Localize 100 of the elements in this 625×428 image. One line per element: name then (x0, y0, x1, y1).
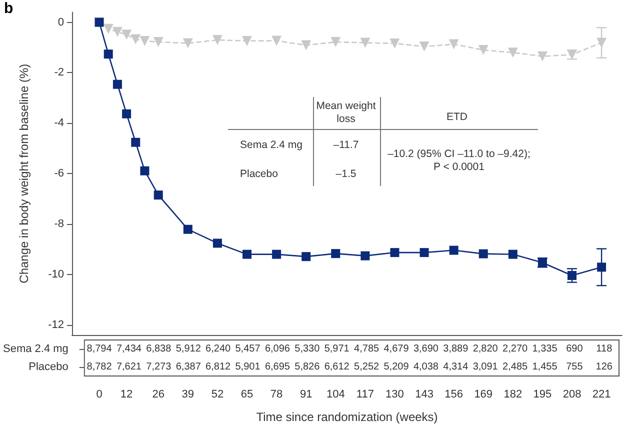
x-tick-label: 91 (300, 388, 312, 400)
point (154, 190, 163, 200)
annotation: –1.5 (334, 168, 358, 181)
data-label: 6,812 (206, 362, 232, 372)
point (596, 38, 607, 48)
y-tick-label: -2 (54, 66, 64, 79)
x-tick-label: 65 (240, 388, 254, 400)
point (112, 26, 122, 37)
point (508, 250, 518, 259)
data-label: 4,785 (354, 344, 380, 354)
point (478, 249, 488, 258)
point (390, 248, 400, 258)
point (390, 38, 400, 48)
y-tick-label: -6 (54, 168, 64, 180)
point (122, 30, 132, 40)
x-tick-label: 0 (96, 388, 102, 400)
data-label: 6,612 (324, 362, 350, 372)
annotation: –11.7 (332, 139, 360, 152)
data-label: 118 (596, 344, 613, 354)
point (360, 251, 370, 260)
point (302, 252, 311, 262)
y-tick-label: Placebo (28, 361, 68, 373)
x-tick-label: 156 (444, 388, 463, 400)
data-label: 3,690 (413, 344, 439, 354)
data-label: 7,273 (146, 362, 172, 372)
point (419, 42, 430, 52)
text: b (4, 0, 14, 17)
point (331, 249, 340, 258)
x-tick-label: 195 (533, 388, 552, 400)
data-label: 4,679 (384, 344, 410, 354)
data-label: 4,038 (413, 362, 439, 372)
data-label: 4,314 (443, 362, 469, 372)
data-label: 8,794 (86, 344, 112, 354)
point (360, 38, 370, 48)
x-tick-label: 12 (120, 388, 133, 400)
point (153, 36, 164, 47)
point (478, 45, 488, 56)
point (104, 50, 113, 59)
x-tick-label: 39 (182, 388, 194, 400)
data-label: 1,455 (532, 362, 558, 372)
x-tick-label: 182 (504, 388, 522, 400)
point (301, 40, 312, 50)
data-label: 7,621 (116, 362, 142, 372)
point (140, 166, 150, 176)
x-tick-label: 143 (415, 388, 434, 400)
data-label: 755 (566, 362, 584, 372)
data-label: 126 (596, 362, 613, 372)
point (242, 36, 252, 46)
data-label: 7,434 (116, 344, 142, 354)
annotation: Placebo (240, 168, 278, 181)
data-label: 6,695 (264, 362, 290, 372)
x-axis-title: Time since randomization (weeks) (256, 410, 438, 424)
point (131, 138, 140, 147)
x-tick-label: 221 (592, 388, 611, 400)
x-tick-label: 117 (356, 388, 374, 400)
point (183, 224, 192, 234)
point (103, 24, 114, 34)
point (182, 38, 193, 48)
data-label: 8,782 (86, 362, 112, 372)
data-label: 3,889 (443, 344, 469, 354)
y-tick-label: 0 (58, 16, 64, 28)
point (130, 34, 141, 44)
point (242, 250, 252, 259)
data-label: 1,335 (532, 344, 558, 354)
data-label: 2,820 (472, 344, 498, 354)
point (272, 250, 282, 259)
data-label: 5,912 (176, 344, 202, 354)
data-label: 6,387 (176, 362, 202, 372)
point (597, 262, 606, 272)
x-tick-label: 26 (152, 388, 164, 400)
annotation: Sema 2.4 mg (240, 139, 302, 152)
point (568, 270, 576, 280)
point (112, 80, 122, 89)
annotation: Mean weight loss (315, 100, 377, 126)
x-tick-label: 169 (474, 388, 493, 400)
data-label: 3,091 (472, 362, 498, 372)
data-label: 2,485 (502, 362, 528, 372)
point (449, 246, 458, 255)
data-label: 6,240 (206, 344, 232, 354)
point (537, 51, 548, 62)
x-tick-label: 104 (326, 388, 345, 400)
x-tick-label: 208 (562, 388, 582, 400)
point (420, 248, 429, 258)
data-label: 6,838 (146, 344, 172, 354)
point (272, 36, 282, 46)
point (212, 34, 222, 45)
data-label: 5,457 (235, 344, 261, 354)
y-tick-label: Sema 2.4 mg (3, 343, 68, 355)
annotation: –10.2 (95% CI –11.0 to –9.42); P < 0.0001 (386, 148, 532, 174)
data-label: 690 (566, 344, 584, 354)
data-label: 5,971 (324, 344, 350, 354)
data-label: 5,330 (294, 344, 320, 354)
x-tick-label: 52 (211, 388, 224, 400)
data-label: 2,270 (502, 344, 528, 354)
point (330, 36, 341, 47)
data-label: 5,252 (354, 362, 380, 372)
point (212, 238, 222, 248)
data-label: 5,209 (384, 362, 410, 372)
x-tick-label: 130 (386, 388, 404, 400)
annotation: ETD (446, 111, 468, 124)
